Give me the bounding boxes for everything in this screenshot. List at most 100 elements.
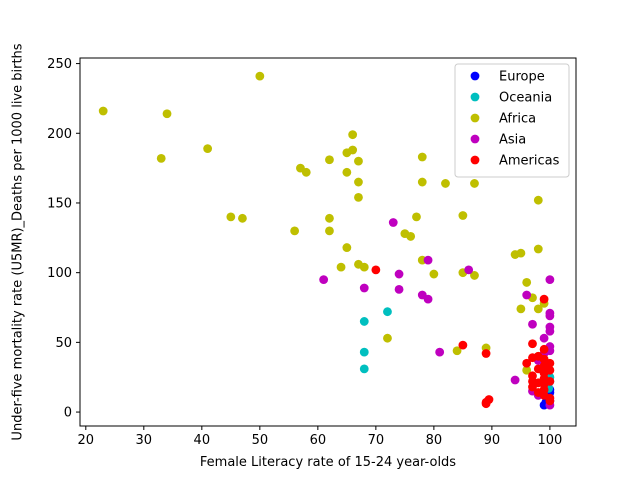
point-africa: [255, 71, 265, 81]
point-americas: [528, 339, 537, 349]
point-africa: [417, 177, 427, 187]
point-americas: [522, 358, 532, 368]
point-africa: [348, 130, 358, 140]
point-africa: [325, 226, 334, 236]
point-africa: [226, 212, 236, 222]
legend-label: Europe: [499, 70, 545, 85]
point-africa: [359, 262, 369, 272]
point-americas: [528, 376, 537, 386]
point-africa: [429, 269, 439, 279]
point-americas: [533, 364, 543, 374]
x-tick-label: 100: [537, 433, 562, 448]
point-africa: [162, 109, 172, 119]
point-asia: [539, 333, 549, 343]
x-tick-label: 80: [426, 433, 443, 448]
point-asia: [545, 311, 555, 321]
point-americas: [539, 344, 549, 354]
point-africa: [325, 155, 334, 165]
point-asia: [359, 283, 369, 293]
point-asia: [388, 218, 398, 227]
point-africa: [470, 271, 479, 280]
point-africa: [336, 262, 346, 272]
point-africa: [516, 248, 526, 258]
legend-marker-americas: [470, 155, 480, 165]
point-africa: [533, 304, 543, 314]
x-axis-label: Female Literacy rate of 15-24 year-olds: [200, 455, 456, 470]
point-africa: [342, 243, 352, 252]
point-africa: [354, 177, 363, 187]
legend-label: Americas: [499, 154, 560, 169]
point-africa: [290, 226, 300, 236]
point-africa: [417, 152, 427, 162]
y-axis-label: Under-five mortality rate (U5MR)_Deaths …: [11, 43, 26, 440]
point-africa: [406, 232, 416, 241]
point-americas: [481, 399, 491, 409]
point-americas: [371, 265, 381, 275]
point-asia: [394, 284, 404, 294]
point-asia: [435, 347, 445, 357]
point-africa: [412, 212, 421, 222]
point-asia: [528, 319, 537, 329]
legend-label: Africa: [499, 112, 536, 127]
point-oceania: [359, 347, 369, 357]
x-axis-ticks: 20 30 40 50 60 70 80 90 100: [78, 426, 562, 448]
point-asia: [423, 255, 433, 265]
x-tick-label: 70: [368, 433, 385, 448]
point-asia: [522, 290, 532, 300]
point-africa: [516, 304, 526, 314]
point-americas: [539, 294, 549, 304]
x-tick-label: 30: [136, 433, 153, 448]
point-africa: [383, 333, 392, 343]
point-africa: [238, 213, 247, 223]
point-asia: [423, 294, 433, 304]
point-asia: [319, 275, 329, 285]
point-americas: [545, 396, 555, 406]
point-asia: [545, 275, 555, 285]
point-africa: [342, 167, 352, 177]
point-africa: [522, 365, 532, 375]
legend-marker-asia: [470, 134, 480, 144]
legend-marker-africa: [470, 113, 480, 123]
points-layer: [98, 71, 555, 410]
legend-marker-oceania: [470, 92, 480, 102]
y-tick-label: 150: [47, 196, 72, 211]
point-africa: [354, 192, 363, 202]
legend-label: Oceania: [499, 91, 552, 106]
point-americas: [545, 358, 555, 368]
point-africa: [203, 144, 213, 154]
point-asia: [510, 375, 520, 385]
point-oceania: [359, 317, 369, 326]
legend: Europe Oceania Africa Asia Americas: [454, 63, 570, 178]
point-americas: [533, 388, 543, 397]
point-asia: [464, 265, 474, 275]
point-africa: [98, 106, 108, 116]
point-africa: [522, 278, 532, 287]
point-americas: [545, 376, 555, 386]
point-africa: [470, 179, 479, 188]
point-oceania: [359, 364, 369, 374]
y-tick-label: 50: [55, 336, 72, 351]
point-americas: [458, 340, 468, 350]
legend-label: Asia: [499, 133, 526, 148]
y-tick-label: 250: [47, 57, 72, 72]
point-africa: [325, 213, 334, 223]
x-tick-label: 60: [310, 433, 327, 448]
y-tick-label: 0: [64, 406, 72, 421]
point-americas: [545, 365, 555, 375]
point-asia: [545, 326, 555, 336]
point-asia: [394, 269, 404, 279]
x-tick-label: 20: [78, 433, 95, 448]
legend-box: [454, 63, 570, 178]
point-africa: [301, 167, 311, 177]
point-africa: [354, 156, 363, 166]
y-axis-ticks: 0 50 100 150 200 250: [47, 57, 80, 421]
x-tick-label: 90: [484, 433, 501, 448]
legend-marker-europe: [470, 71, 480, 81]
point-africa: [348, 145, 358, 155]
y-tick-label: 100: [47, 266, 72, 281]
point-americas: [481, 349, 491, 358]
x-tick-label: 50: [252, 433, 269, 448]
point-africa: [533, 195, 543, 205]
point-africa: [533, 244, 543, 254]
